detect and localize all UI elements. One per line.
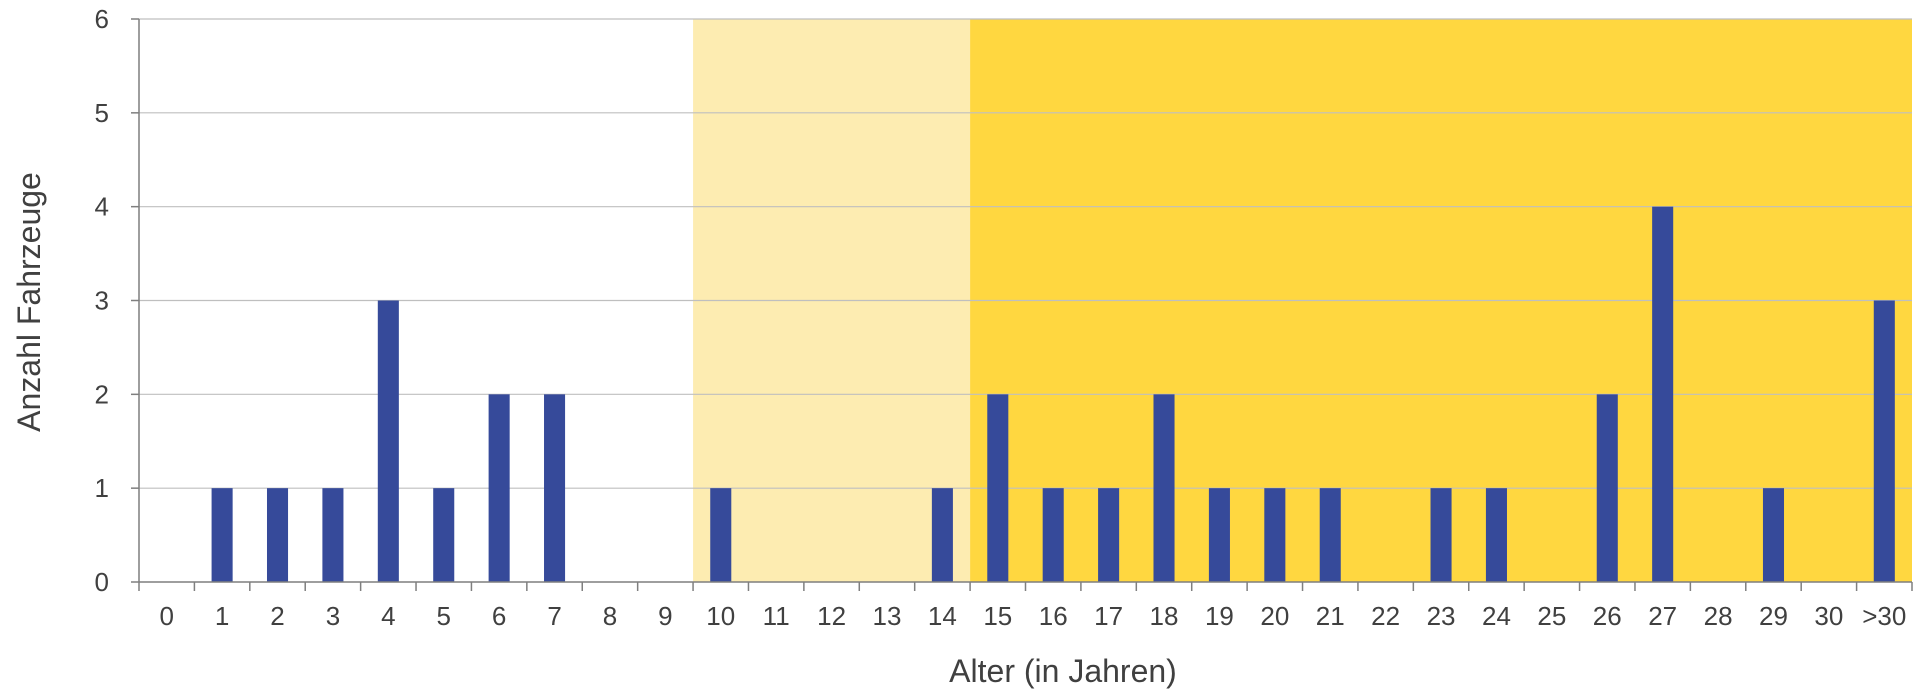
- x-tick-label: 16: [1039, 601, 1068, 631]
- bar-1: [211, 488, 233, 582]
- x-tick-label: 8: [603, 601, 617, 631]
- bar-17: [1098, 488, 1120, 582]
- y-tick-label: 5: [95, 98, 109, 128]
- bar-21: [1319, 488, 1341, 582]
- bar-23: [1430, 488, 1452, 582]
- x-tick-label: 7: [547, 601, 561, 631]
- x-tick-label: 27: [1648, 601, 1677, 631]
- x-tick-labels: 0 1 2 3 4 5 6 7 8 9 10 11 12 13 14 15 16 17 18 19 20 21 22 23 24…: [159, 601, 1906, 631]
- x-tick-label: 0: [159, 601, 173, 631]
- x-tick-label: 26: [1593, 601, 1622, 631]
- y-tick-label: 4: [95, 192, 109, 222]
- bar-24: [1485, 488, 1507, 582]
- x-tick-label: 6: [492, 601, 506, 631]
- x-tick-label: 18: [1150, 601, 1179, 631]
- bar-18: [1153, 394, 1175, 582]
- x-tick-label: 28: [1704, 601, 1733, 631]
- bar-20: [1264, 488, 1286, 582]
- x-tick-label: 20: [1260, 601, 1289, 631]
- x-tick-label: >30: [1862, 601, 1906, 631]
- x-tick-label: 14: [928, 601, 957, 631]
- y-tick-label: 1: [95, 473, 109, 503]
- bar-19: [1208, 488, 1230, 582]
- x-tick-label: 12: [817, 601, 846, 631]
- x-tick-label: 22: [1371, 601, 1400, 631]
- bar-5: [433, 488, 455, 582]
- x-tick-label: 13: [873, 601, 902, 631]
- bar->30: [1873, 300, 1895, 582]
- bar-6: [488, 394, 510, 582]
- y-tick-label: 3: [95, 286, 109, 316]
- bar-4: [377, 300, 399, 582]
- bar-7: [544, 394, 566, 582]
- bar-10: [710, 488, 732, 582]
- x-tick-label: 9: [658, 601, 672, 631]
- y-axis-title: Anzahl Fahrzeuge: [11, 172, 47, 432]
- y-tick-label: 0: [95, 567, 109, 597]
- x-tick-label: 3: [326, 601, 340, 631]
- bar-27: [1652, 206, 1674, 582]
- x-tick-label: 5: [437, 601, 451, 631]
- x-tick-label: 15: [983, 601, 1012, 631]
- bar-29: [1762, 488, 1785, 582]
- x-tick-label: 2: [270, 601, 284, 631]
- y-tick-label: 6: [95, 4, 109, 34]
- bar-14: [931, 488, 953, 582]
- x-tick-label: 21: [1316, 601, 1345, 631]
- x-tick-label: 1: [215, 601, 229, 631]
- x-tick-label: 4: [381, 601, 395, 631]
- bar-26: [1596, 394, 1618, 582]
- x-tick-label: 10: [706, 601, 735, 631]
- bar-3: [322, 488, 344, 582]
- x-tick-label: 17: [1094, 601, 1123, 631]
- x-axis-title: Alter (in Jahren): [949, 653, 1177, 689]
- x-tick-label: 25: [1537, 601, 1566, 631]
- y-tick-label: 2: [95, 379, 109, 409]
- x-tick-label: 19: [1205, 601, 1234, 631]
- x-tick-label: 11: [763, 601, 790, 631]
- bar-2: [266, 488, 289, 582]
- bar-15: [987, 394, 1009, 582]
- bar-16: [1042, 488, 1064, 582]
- x-tick-label: 30: [1814, 601, 1843, 631]
- x-tick-label: 24: [1482, 601, 1511, 631]
- x-tick-label: 29: [1759, 601, 1788, 631]
- x-tick-label: 23: [1427, 601, 1456, 631]
- axes: [131, 18, 1913, 591]
- bars: [211, 206, 1895, 582]
- y-tick-labels: 0 1 2 3 4 5 6: [95, 4, 109, 597]
